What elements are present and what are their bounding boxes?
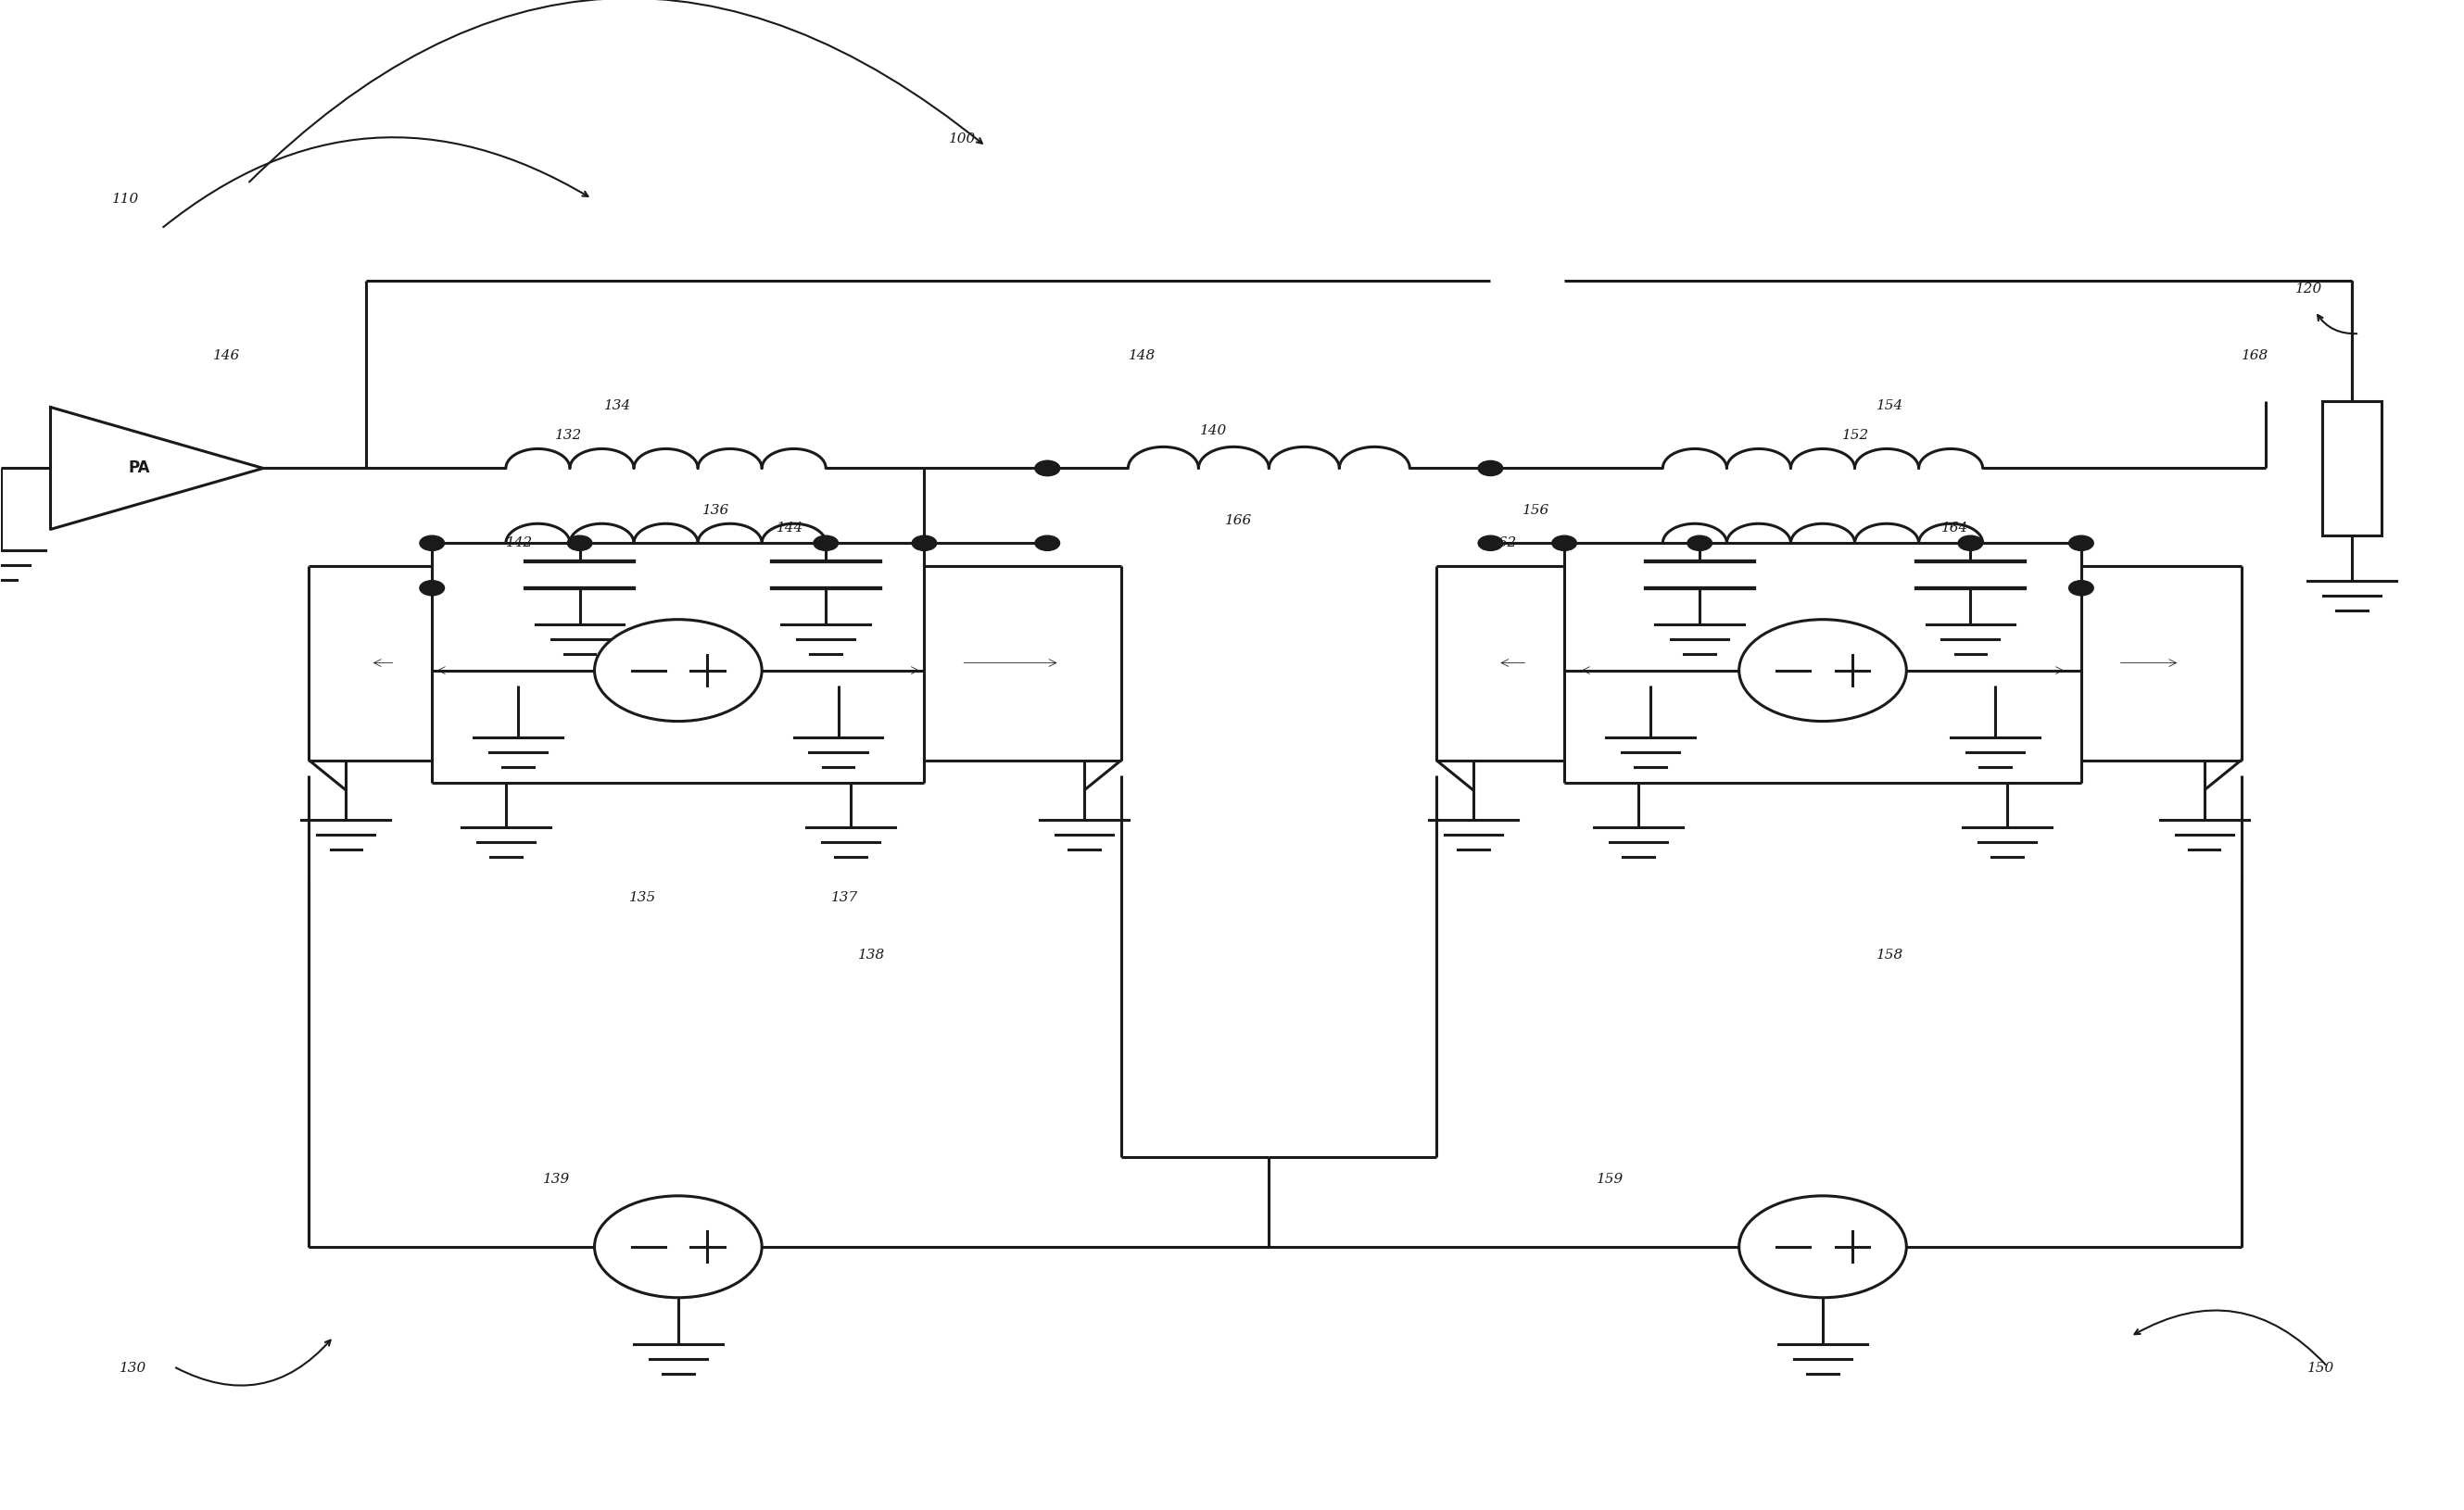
Text: 138: 138: [857, 948, 885, 962]
Circle shape: [567, 536, 591, 551]
Text: 164: 164: [1942, 521, 1969, 535]
Circle shape: [1035, 536, 1060, 551]
Text: PA: PA: [128, 461, 150, 477]
Circle shape: [419, 580, 444, 595]
Text: 100: 100: [949, 133, 976, 145]
Text: 135: 135: [628, 891, 655, 904]
Circle shape: [594, 619, 761, 722]
Text: 148: 148: [1129, 349, 1156, 362]
Text: 130: 130: [118, 1362, 145, 1374]
Text: 137: 137: [830, 891, 857, 904]
Circle shape: [1478, 461, 1503, 476]
Bar: [2324, 400, 2383, 536]
Text: 136: 136: [702, 504, 729, 516]
Text: 168: 168: [2242, 349, 2269, 362]
Circle shape: [1478, 536, 1503, 551]
Text: 158: 158: [1878, 948, 1905, 962]
Text: 140: 140: [1200, 424, 1227, 438]
Circle shape: [1552, 536, 1577, 551]
Circle shape: [1688, 536, 1712, 551]
Text: 156: 156: [1523, 504, 1550, 516]
Text: 120: 120: [2296, 282, 2324, 294]
Text: 162: 162: [1491, 536, 1518, 550]
Text: 142: 142: [505, 536, 532, 550]
Circle shape: [1035, 461, 1060, 476]
Text: 150: 150: [2309, 1362, 2336, 1374]
Text: 144: 144: [776, 521, 803, 535]
Text: 146: 146: [212, 349, 239, 362]
Text: 152: 152: [1843, 429, 1870, 442]
Text: 166: 166: [1225, 515, 1252, 527]
Circle shape: [2070, 536, 2094, 551]
Circle shape: [2070, 580, 2094, 595]
Text: 159: 159: [1597, 1173, 1624, 1185]
Text: 134: 134: [604, 399, 631, 412]
Text: 154: 154: [1878, 399, 1905, 412]
Circle shape: [1740, 619, 1907, 722]
Text: 110: 110: [111, 192, 138, 205]
Circle shape: [1740, 1196, 1907, 1297]
Circle shape: [594, 1196, 761, 1297]
Circle shape: [813, 536, 838, 551]
Circle shape: [419, 536, 444, 551]
Text: 132: 132: [554, 429, 582, 442]
Circle shape: [1959, 536, 1984, 551]
Circle shape: [1035, 461, 1060, 476]
Circle shape: [912, 536, 936, 551]
Text: 139: 139: [542, 1173, 569, 1185]
